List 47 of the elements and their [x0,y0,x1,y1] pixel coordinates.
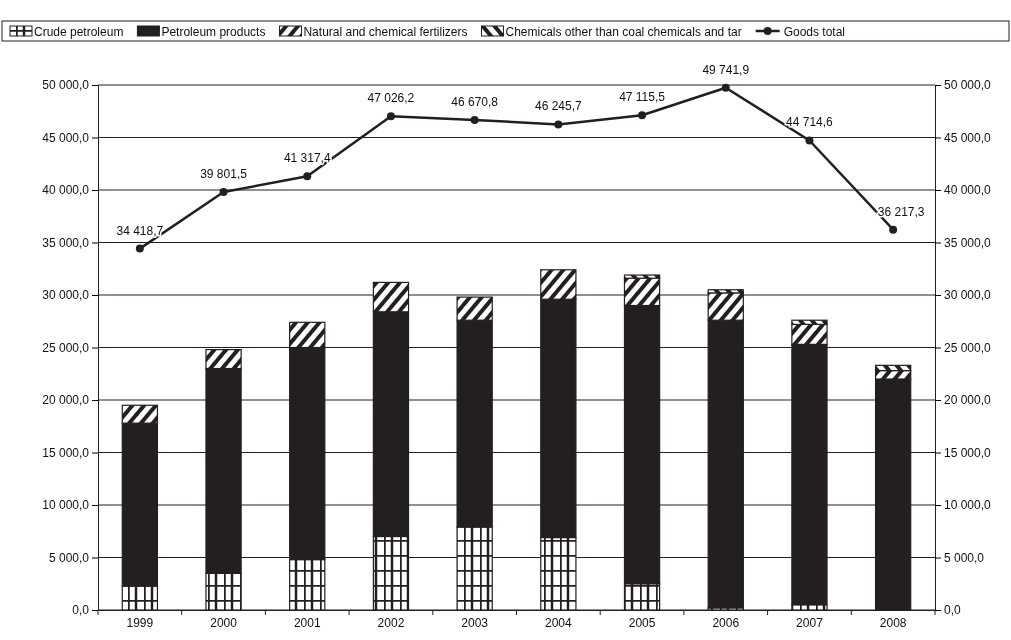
x-tick-label: 2003 [461,615,489,630]
y2-tick-label: 40 000,0 [944,183,992,198]
x-tick-label: 2001 [293,615,321,630]
data-label: 34 418,7 [116,223,164,238]
x-tick-label: 2000 [210,615,238,630]
y-tick-label: 35 000,0 [42,235,90,250]
data-label: 39 801,5 [200,167,248,182]
y2-tick-label: 0,0 [944,603,962,618]
y-tick-label: 20 000,0 [42,393,90,408]
legend-label: Goods total [783,24,846,39]
y2-tick-label: 15 000,0 [944,445,992,460]
legend-label: Crude petroleum [34,24,124,39]
y2-tick-label: 10 000,0 [944,498,992,513]
x-tick-label: 2007 [796,615,824,630]
legend-label: Natural and chemical fertilizers [303,24,468,39]
y-tick-label: 25 000,0 [42,340,90,355]
y-tick-label: 5 000,0 [48,550,90,565]
y-tick-label: 50 000,0 [42,78,90,93]
data-label: 49 741,9 [702,62,750,77]
data-label: 47 115,5 [619,90,666,105]
y-tick-label: 45 000,0 [42,130,90,145]
data-label: 46 670,8 [451,94,499,109]
x-tick-label: 1999 [126,615,154,630]
y-tick-label: 10 000,0 [42,498,90,513]
y2-tick-label: 25 000,0 [944,340,992,355]
x-tick-label: 2002 [377,615,405,630]
x-tick-label: 2008 [879,615,907,630]
x-tick-label: 2005 [628,615,656,630]
y-tick-label: 0,0 [72,603,90,618]
y2-tick-label: 5 000,0 [944,550,985,565]
y2-tick-label: 20 000,0 [944,393,992,408]
data-label: 47 026,2 [367,91,415,106]
y2-tick-label: 45 000,0 [944,130,992,145]
x-tick-label: 2006 [712,615,740,630]
y-tick-label: 40 000,0 [42,183,90,198]
data-label: 44 714,6 [786,115,834,130]
data-label: 36 217,3 [877,204,925,219]
legend-label: Chemicals other than coal chemicals and tar [505,24,742,39]
data-label: 46 245,7 [534,99,583,114]
data-label: 41 317,4 [283,151,331,166]
y-tick-label: 15 000,0 [42,445,90,460]
legend-label: Petroleum products [161,24,266,39]
y2-tick-label: 35 000,0 [944,235,992,250]
x-tick-label: 2004 [545,615,573,630]
y2-tick-label: 30 000,0 [944,288,992,303]
y2-tick-label: 50 000,0 [944,78,992,93]
y-tick-label: 30 000,0 [42,288,90,303]
